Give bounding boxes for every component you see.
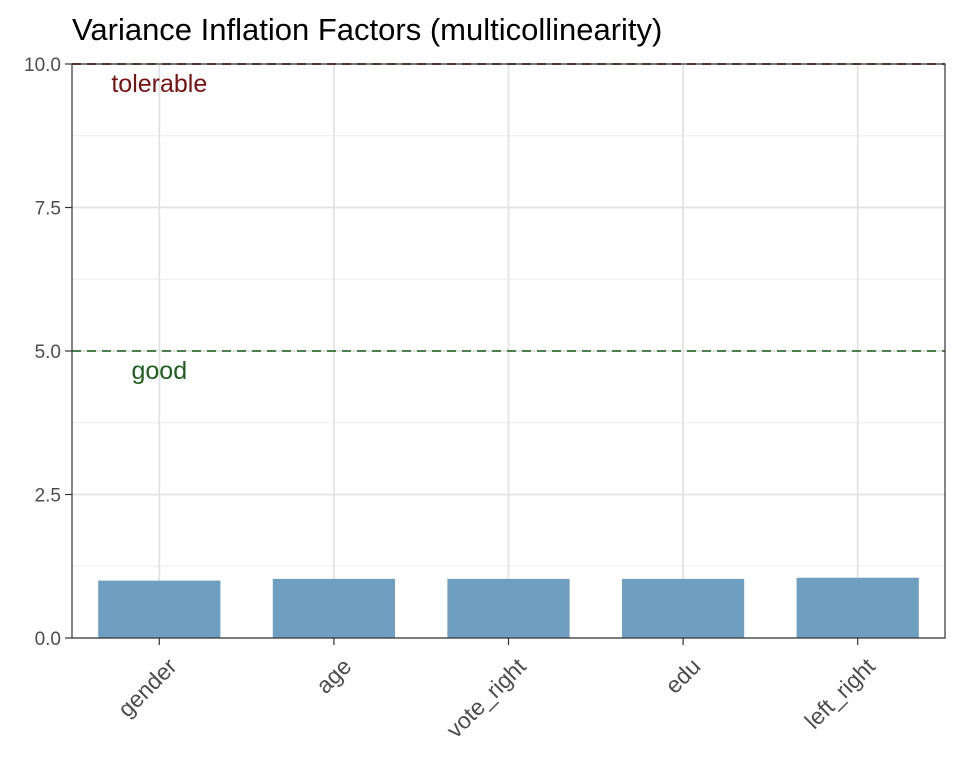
bar-edu xyxy=(621,578,745,638)
annotation-0: good xyxy=(131,357,187,385)
x-axis: gender age vote_right edu left_right xyxy=(113,638,881,743)
y-tick-label: 10.0 xyxy=(24,55,61,76)
bar-age xyxy=(272,578,396,638)
x-tick-label-vote_right: vote_right xyxy=(441,653,531,743)
x-tick-label-edu: edu xyxy=(660,653,706,699)
x-tick-label-gender: gender xyxy=(113,653,182,722)
x-tick-label-left_right: left_right xyxy=(799,653,880,734)
chart-title: Variance Inflation Factors (multicolline… xyxy=(72,12,662,47)
bar-vote_right xyxy=(447,578,570,638)
y-axis: 0.0 2.5 5.0 7.5 10.0 xyxy=(24,55,72,650)
y-tick-label: 2.5 xyxy=(35,486,61,507)
y-tick-label: 7.5 xyxy=(35,199,61,220)
y-tick-label: 0.0 xyxy=(35,629,61,650)
annotations: good tolerable xyxy=(111,70,207,385)
y-tick-label: 5.0 xyxy=(35,342,61,363)
bar-layer xyxy=(98,577,919,638)
annotation-1: tolerable xyxy=(111,70,207,98)
x-tick-label-age: age xyxy=(311,653,357,699)
bar-gender xyxy=(98,580,221,638)
bar-left_right xyxy=(796,577,919,638)
